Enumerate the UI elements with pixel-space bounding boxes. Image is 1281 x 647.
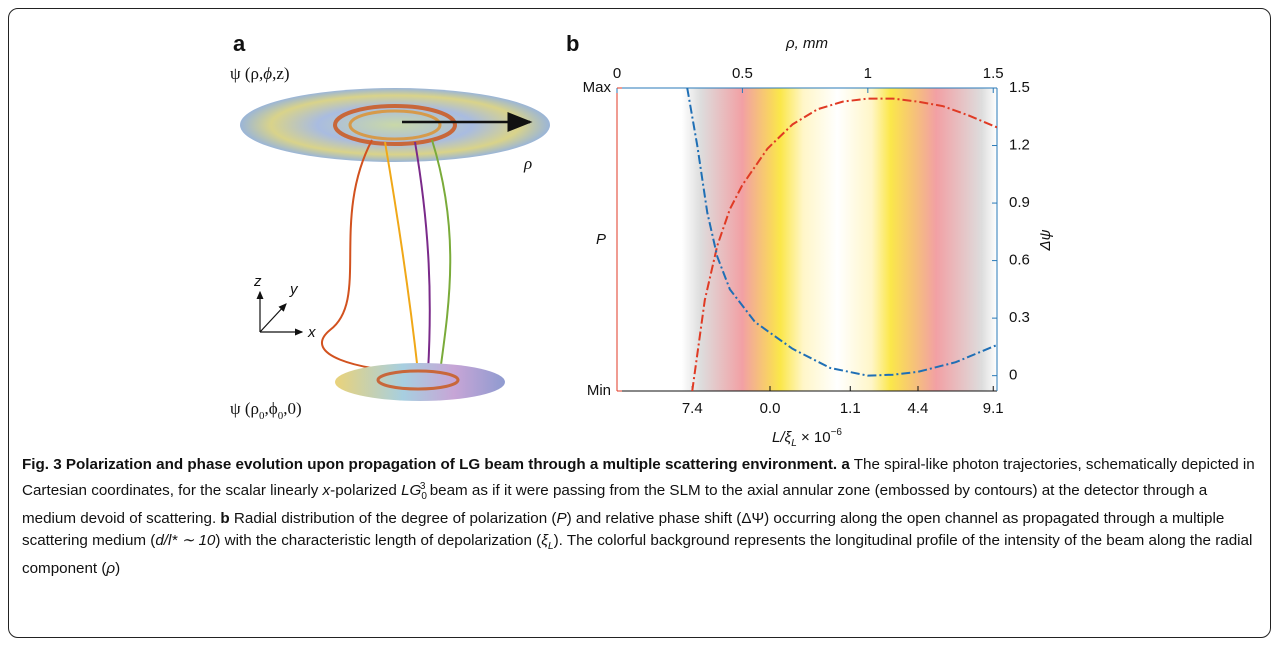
y2-tick-label: 1.2 — [1009, 137, 1030, 154]
panel-label: b — [566, 31, 579, 56]
y2-axis-title: Δψ — [1037, 229, 1054, 251]
caption-text: P — [556, 510, 567, 528]
caption-text: ξ — [541, 532, 549, 550]
trajectory — [431, 139, 452, 373]
x-axis-title: ρ, mm — [785, 35, 828, 52]
y2-tick-label: 0.3 — [1009, 309, 1030, 326]
x2-tick-label: 4.4 — [908, 400, 929, 417]
axis-letter: z — [253, 273, 262, 290]
y2-tick-label: 1.5 — [1009, 79, 1030, 96]
caption-text: The spiral-like photon trajectories, sch… — [22, 456, 1255, 500]
caption-text: x — [322, 482, 331, 500]
caption-text: ) — [115, 560, 121, 578]
intensity-background — [617, 88, 997, 391]
caption-text: -polarized — [330, 482, 397, 500]
caption-text: LG — [401, 482, 422, 500]
caption-text: ) and relative phase shift (ΔΨ) occurrin… — [22, 510, 1225, 550]
caption-text: 3 — [419, 481, 426, 492]
x-tick-label: 0.5 — [732, 65, 753, 82]
y-tick-label: Min — [587, 382, 611, 399]
caption: Fig. 3 Polarization and phase evolution … — [22, 454, 1262, 580]
figure-frame — [8, 8, 1271, 638]
ring — [348, 109, 442, 141]
caption-title: Fig. 3 Polarization and phase evolution … — [22, 456, 838, 473]
caption-text: L — [548, 541, 554, 553]
trajectory — [321, 139, 411, 373]
x-tick-label: 0 — [613, 65, 621, 82]
x2-tick-label: 0.0 — [760, 400, 781, 417]
caption-text: d/l* ∼ 10 — [155, 532, 216, 550]
ring — [333, 104, 457, 146]
series-line — [691, 97, 998, 392]
bottom-disk — [335, 363, 505, 401]
trajectory — [384, 141, 419, 373]
x-tick-label: 1.5 — [983, 65, 1004, 82]
axis-arrow — [259, 303, 287, 333]
y-axis-title: P — [596, 231, 606, 248]
x2-tick-label: 7.4 — [682, 400, 703, 417]
panel-label: a — [233, 31, 246, 56]
caption-text: ρ — [106, 560, 116, 578]
y2-tick-label: 0.9 — [1009, 194, 1030, 211]
top-disk — [240, 88, 550, 162]
y2-tick-label: 0.6 — [1009, 252, 1030, 269]
x2-tick-label: 1.1 — [840, 400, 861, 417]
trajectory — [414, 141, 431, 373]
y2-tick-label: 0 — [1009, 367, 1017, 384]
caption-text: ) with the characteristic length of depo… — [215, 532, 542, 550]
caption-text: Radial distribution of the degree of pol… — [233, 510, 557, 528]
caption-text: beam as if it were passing from the SLM … — [22, 482, 1208, 528]
axis-letter: y — [289, 281, 299, 298]
caption-text: b — [220, 510, 230, 528]
x-tick-label: 1 — [864, 65, 872, 82]
series-line — [686, 87, 998, 377]
axis-letter: x — [307, 324, 316, 341]
caption-text: a — [841, 456, 850, 473]
ring — [376, 369, 460, 391]
radius-label: ρ — [523, 154, 532, 173]
field-label: ψ (ρ,ϕ,z) — [230, 64, 290, 83]
field-label: ψ (ρ0,ϕ0,0) — [230, 399, 302, 422]
x2-tick-label: 9.1 — [983, 400, 1004, 417]
x-axis-title: L/ξL × 10−6 — [772, 427, 842, 449]
figure: a ψ (ρ,ϕ,z) ρ z y x ψ (ρ0,ϕ0,0) b ρ, mm … — [230, 31, 1054, 449]
caption-text: ). The colorful background represents th… — [22, 532, 1253, 578]
y-tick-label: Max — [583, 79, 612, 96]
caption-text: 0 — [421, 491, 427, 503]
